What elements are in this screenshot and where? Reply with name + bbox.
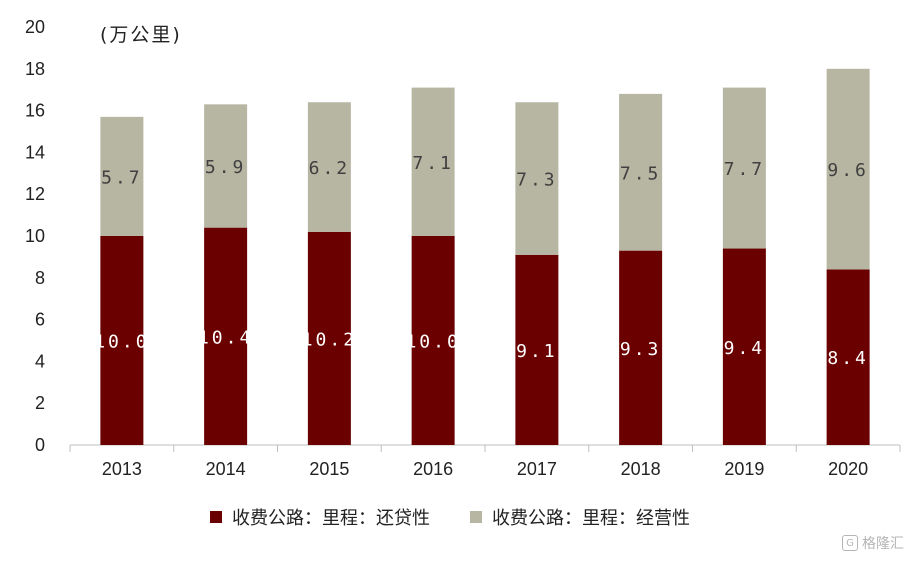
y-tick-label: 2 xyxy=(35,393,45,413)
legend-item-operating: 收费公路：里程：经营性 xyxy=(470,504,690,530)
data-label-operating: 9.6 xyxy=(827,160,869,181)
data-label-repayment: 10.2 xyxy=(302,329,357,350)
bar-segment-operating xyxy=(515,102,559,255)
y-tick-label: 6 xyxy=(35,310,45,330)
legend-item-repayment: 收费公路：里程：还贷性 xyxy=(210,504,430,530)
data-label-operating: 7.1 xyxy=(412,153,454,174)
watermark: G 格隆汇 xyxy=(842,533,904,553)
watermark-logo-icon: G xyxy=(842,535,858,551)
bar-segment-repayment xyxy=(411,236,455,445)
data-label-repayment: 9.1 xyxy=(516,341,558,362)
x-tick-label: 2019 xyxy=(724,459,764,479)
bar-segment-operating xyxy=(722,87,766,249)
data-label-operating: 5.9 xyxy=(205,157,247,178)
y-tick-label: 20 xyxy=(25,17,45,37)
y-tick-label: 12 xyxy=(25,184,45,204)
legend-swatch-operating xyxy=(470,511,482,523)
bar-segment-operating xyxy=(826,68,870,270)
legend-swatch-repayment xyxy=(210,511,222,523)
x-tick-label: 2020 xyxy=(828,459,868,479)
x-tick-label: 2018 xyxy=(621,459,661,479)
data-label-operating: 7.3 xyxy=(516,170,558,191)
bar-segment-operating xyxy=(619,93,663,251)
legend-label-operating: 收费公路：里程：经营性 xyxy=(492,508,690,529)
data-label-operating: 7.7 xyxy=(724,159,766,180)
y-tick-label: 8 xyxy=(35,268,45,288)
data-label-repayment: 10.4 xyxy=(198,327,253,348)
bar-segment-operating xyxy=(204,104,248,228)
watermark-text: 格隆汇 xyxy=(862,536,904,552)
data-label-operating: 7.5 xyxy=(620,163,662,184)
bar-segment-repayment xyxy=(619,250,663,445)
x-tick-label: 2014 xyxy=(206,459,246,479)
data-label-repayment: 10.0 xyxy=(405,332,460,353)
y-tick-label: 16 xyxy=(25,101,45,121)
bar-segment-repayment xyxy=(722,248,766,445)
y-tick-label: 18 xyxy=(25,59,45,79)
y-tick-label: 14 xyxy=(25,142,45,162)
bar-segment-repayment xyxy=(826,269,870,445)
x-tick-label: 2015 xyxy=(309,459,349,479)
x-tick-label: 2016 xyxy=(413,459,453,479)
data-label-repayment: 9.3 xyxy=(620,339,662,360)
bar-segment-repayment xyxy=(307,231,351,445)
data-label-operating: 5.7 xyxy=(101,167,143,188)
data-label-repayment: 9.4 xyxy=(724,338,766,359)
x-tick-label: 2017 xyxy=(517,459,557,479)
bar-segment-operating xyxy=(100,116,144,236)
legend: 收费公路：里程：还贷性 收费公路：里程：经营性 xyxy=(210,503,730,531)
data-label-repayment: 10.0 xyxy=(94,332,149,353)
bar-segment-repayment xyxy=(515,254,559,445)
x-tick-label: 2013 xyxy=(102,459,142,479)
legend-label-repayment: 收费公路：里程：还贷性 xyxy=(232,508,430,529)
y-tick-label: 0 xyxy=(35,435,45,455)
bar-segment-repayment xyxy=(204,227,248,445)
y-axis-unit-label: (万公里) xyxy=(100,24,182,46)
y-tick-label: 4 xyxy=(35,351,45,371)
data-label-repayment: 8.4 xyxy=(827,348,869,369)
bar-segment-operating xyxy=(411,87,455,236)
data-label-operating: 6.2 xyxy=(309,158,351,179)
y-tick-label: 10 xyxy=(25,226,45,246)
bar-segment-repayment xyxy=(100,236,144,445)
bar-segment-operating xyxy=(307,102,351,232)
